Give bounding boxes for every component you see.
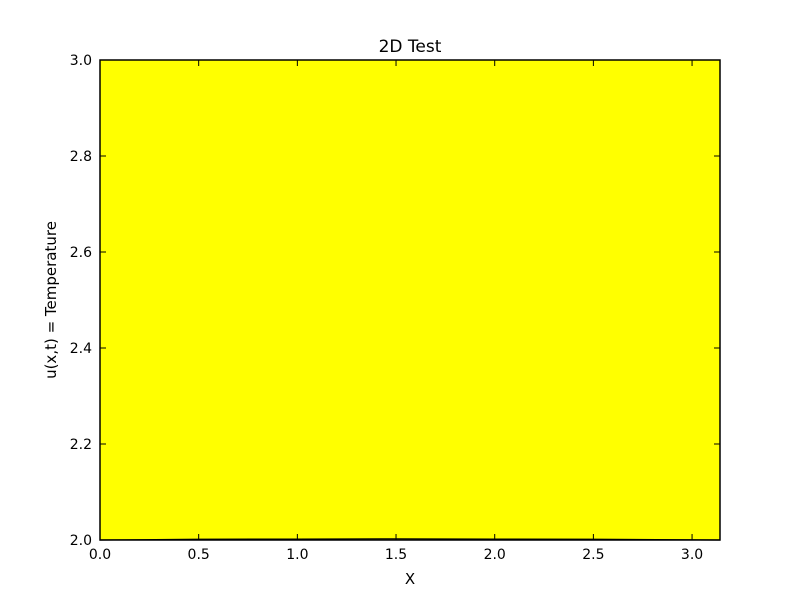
filled-area: [100, 60, 720, 540]
y-axis-label: u(x,t) = Temperature: [42, 221, 60, 379]
x-tick-label: 1.0: [286, 547, 308, 563]
y-tick-label: 3.0: [70, 53, 92, 69]
x-tick-label: 1.5: [385, 547, 407, 563]
x-tick-label: 0.5: [188, 547, 210, 563]
y-tick-label: 2.2: [70, 437, 92, 453]
x-tick-label: 2.0: [484, 547, 506, 563]
y-tick-label: 2.0: [70, 533, 92, 549]
x-tick-label: 3.0: [681, 547, 703, 563]
chart-title: 2D Test: [379, 37, 442, 57]
y-tick-label: 2.4: [70, 341, 92, 357]
y-tick-label: 2.8: [70, 149, 92, 165]
x-tick-label: 0.0: [89, 547, 111, 563]
plot-frame: [99, 59, 721, 541]
x-axis-label: X: [405, 570, 415, 588]
x-tick-label: 2.5: [582, 547, 604, 563]
y-tick-label: 2.6: [70, 245, 92, 261]
